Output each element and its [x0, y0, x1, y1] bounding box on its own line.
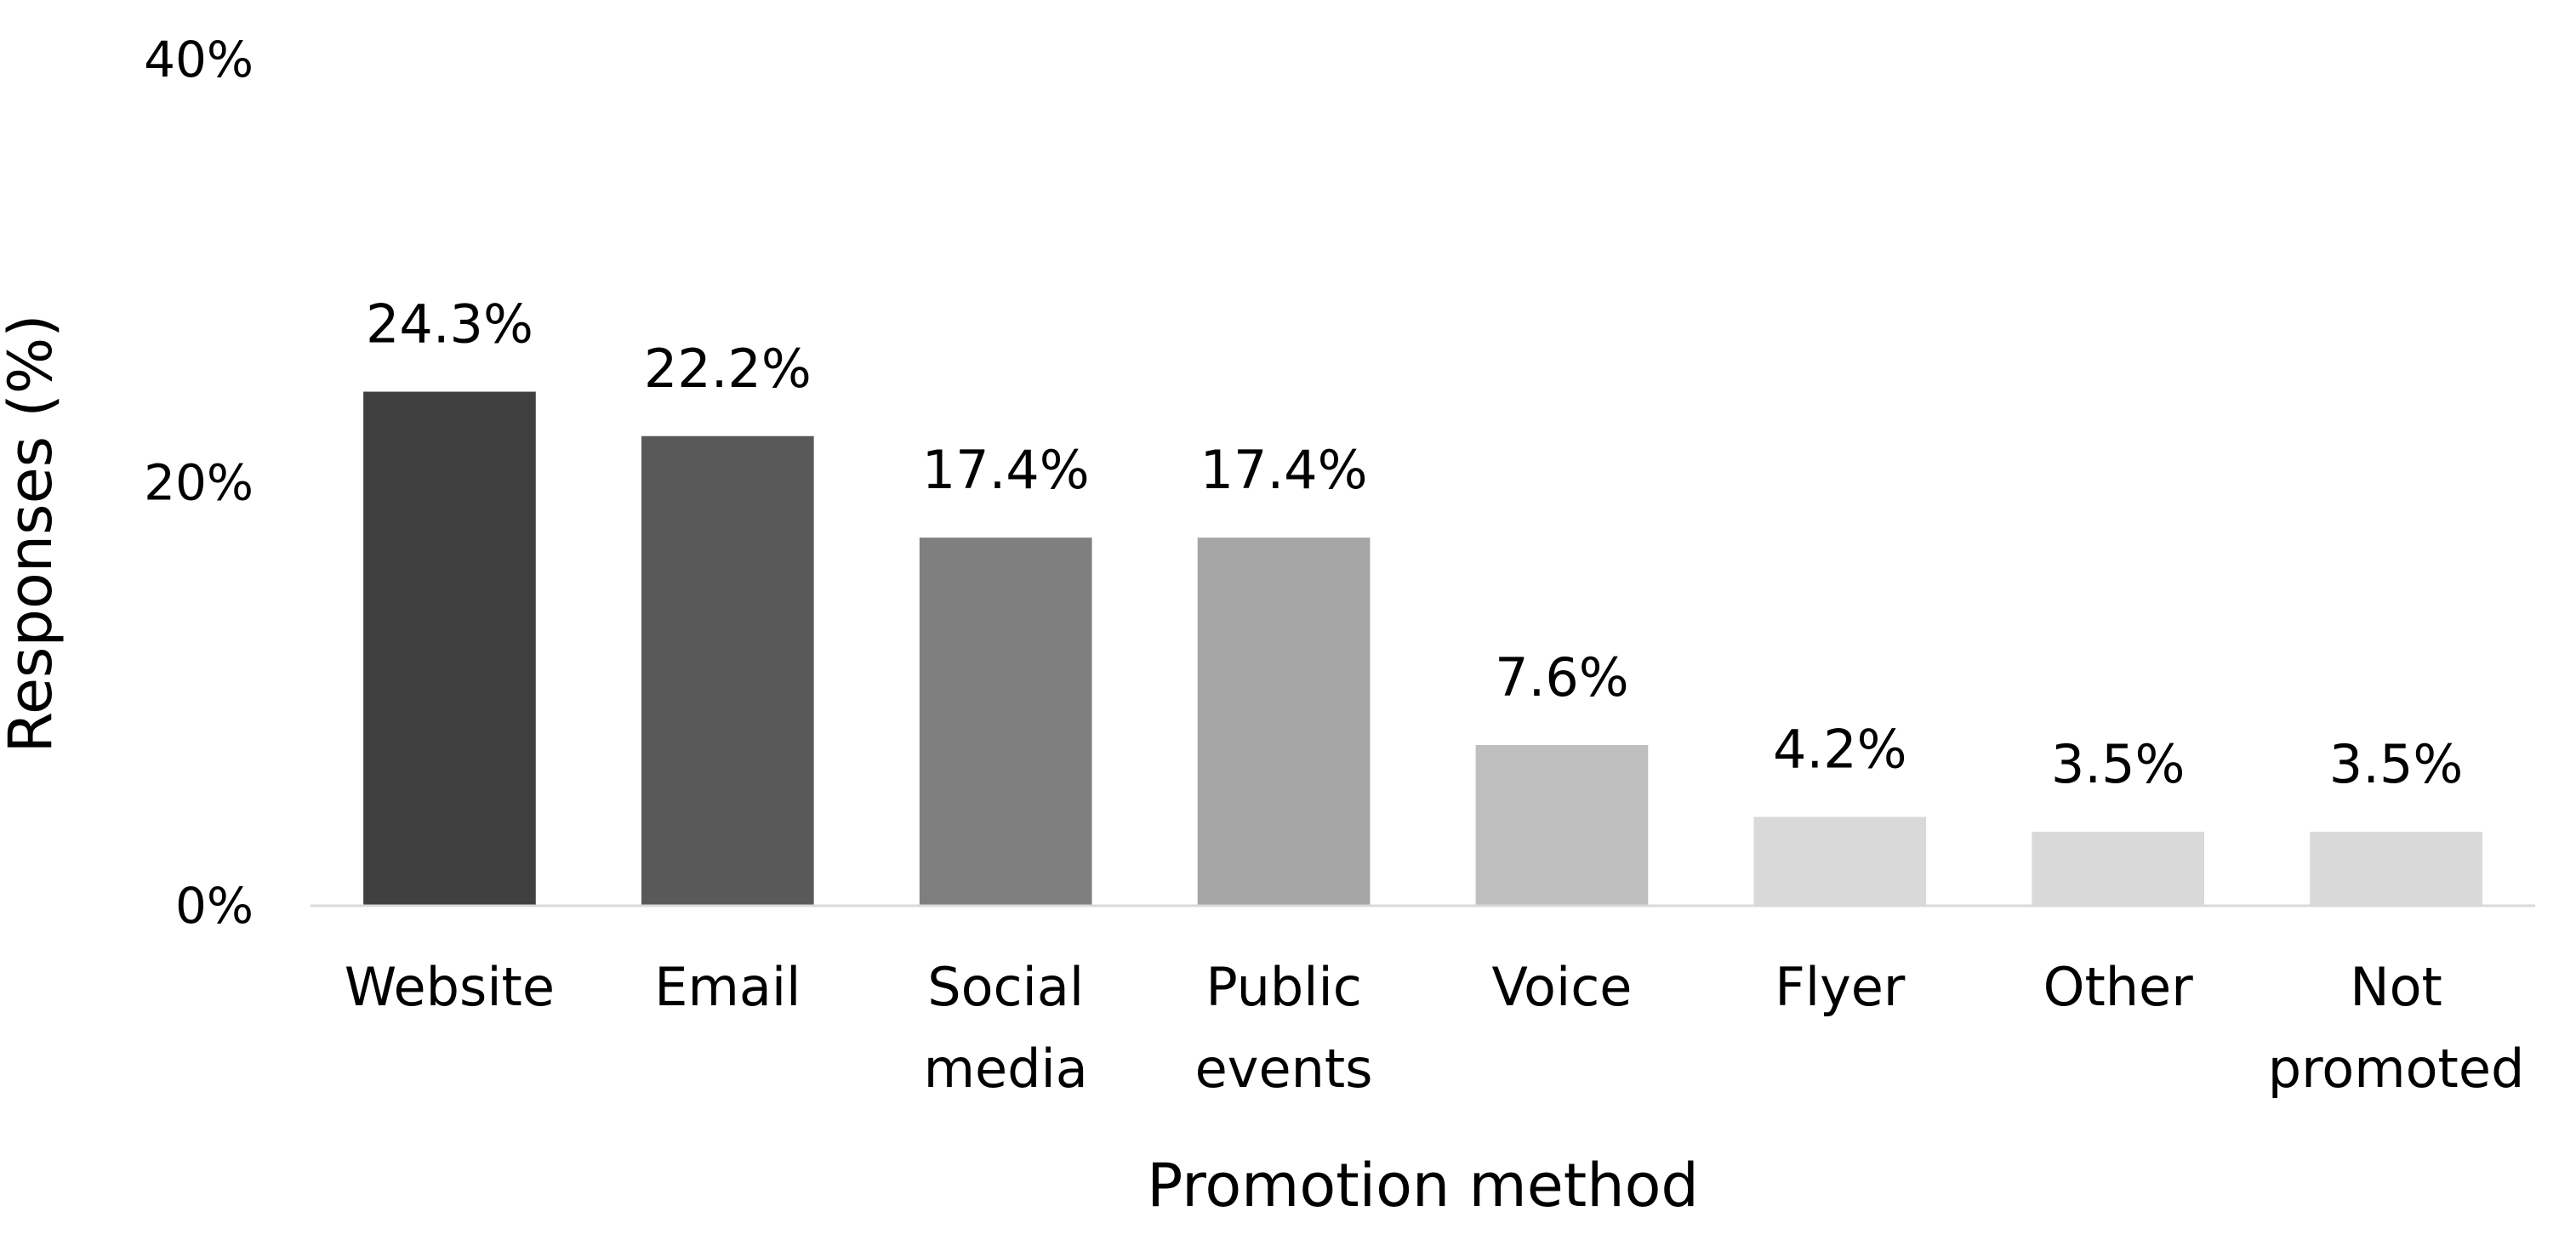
bar [919, 538, 1092, 906]
y-tick-label: 0% [175, 877, 254, 935]
data-label: 7.6% [1495, 646, 1629, 708]
x-tick-label: Website [345, 956, 555, 1018]
x-tick-label: Not promoted [2268, 956, 2525, 1100]
data-label: 17.4% [922, 439, 1090, 501]
bar [1475, 744, 1649, 906]
data-label: 3.5% [2329, 733, 2464, 795]
y-axis-title: Responses (%) [0, 314, 66, 753]
bar [641, 435, 814, 906]
data-label: 17.4% [1200, 439, 1368, 501]
y-tick-label: 40% [144, 31, 254, 88]
data-label: 4.2% [1773, 719, 1907, 781]
x-tick-label: Email [654, 956, 801, 1018]
x-tick-label: Voice [1491, 956, 1632, 1018]
data-labels: 24.3% 22.2% 17.4% 17.4% 7.6% 4.2% 3.5% 3.5% [366, 293, 2463, 795]
bar [1753, 816, 1927, 906]
bars [363, 391, 2482, 907]
x-tick-label: Public events [1195, 956, 1373, 1100]
bar [2310, 831, 2482, 906]
x-tick-label: Flyer [1775, 956, 1906, 1018]
x-tick-label: Social media [924, 956, 1088, 1100]
bar [2032, 831, 2205, 906]
data-label: 24.3% [366, 293, 533, 356]
data-label: 3.5% [2051, 733, 2186, 795]
x-axis-category-labels: Website Email Social media Public events Voice… [345, 956, 2524, 1100]
x-axis-title: Promotion method [1147, 1151, 1699, 1220]
data-label: 22.2% [644, 338, 812, 400]
bar [1197, 538, 1371, 906]
y-axis-ticks: 0% 20% 40% [144, 31, 254, 935]
x-tick-label: Other [2043, 956, 2194, 1018]
y-tick-label: 20% [144, 454, 254, 512]
bar [363, 391, 536, 907]
